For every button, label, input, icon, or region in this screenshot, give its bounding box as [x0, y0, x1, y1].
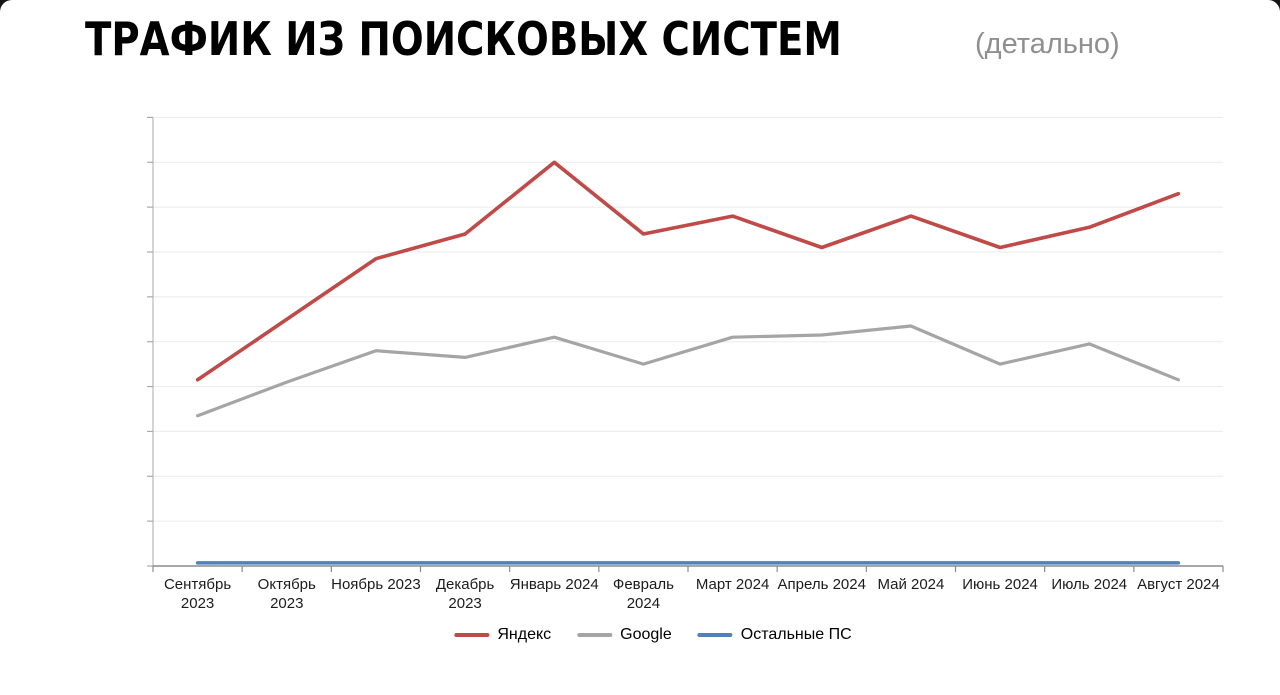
- google-line: [196, 324, 1181, 418]
- x-axis-label-3: Ноябрь 2023: [331, 576, 421, 593]
- x-axis-label-7: Март 2024: [695, 576, 770, 593]
- legend-swatch-icon: [697, 633, 733, 637]
- legend-item-1: Яндекс: [454, 626, 551, 644]
- yandex-line: [195, 160, 1181, 382]
- legend-item-2: Google: [577, 626, 672, 644]
- x-axis-label-4: Декабрь 2023: [435, 576, 495, 612]
- page-subtitle: (детально): [975, 28, 1120, 60]
- legend-item-3: Остальные ПС: [697, 626, 852, 644]
- x-axis-label-2: Октябрь 2023: [257, 576, 316, 612]
- page-title: ТРАФИК ИЗ ПОИСКОВЫХ СИСТЕМ: [85, 12, 842, 66]
- legend-label: Яндекс: [497, 626, 552, 643]
- chart-legend: Яндекс Google Остальные ПС: [454, 626, 852, 644]
- x-axis-label-1: Сентябрь 2023: [163, 576, 232, 612]
- x-axis-label-8: Апрель 2024: [777, 576, 866, 593]
- x-axis-label-12: Август 2024: [1137, 576, 1220, 593]
- x-axis-label-10: Июнь 2024: [962, 576, 1038, 593]
- x-axis-label-11: Июль 2024: [1051, 576, 1128, 593]
- legend-label: Google: [620, 626, 672, 643]
- x-axis-label-9: Май 2024: [877, 576, 945, 593]
- legend-swatch-icon: [454, 633, 490, 637]
- x-axis-label-5: Январь 2024: [509, 576, 599, 593]
- legend-label: Остальные ПС: [740, 626, 852, 643]
- x-axis-label-6: Февраль 2024: [612, 576, 674, 612]
- legend-swatch-icon: [577, 633, 613, 637]
